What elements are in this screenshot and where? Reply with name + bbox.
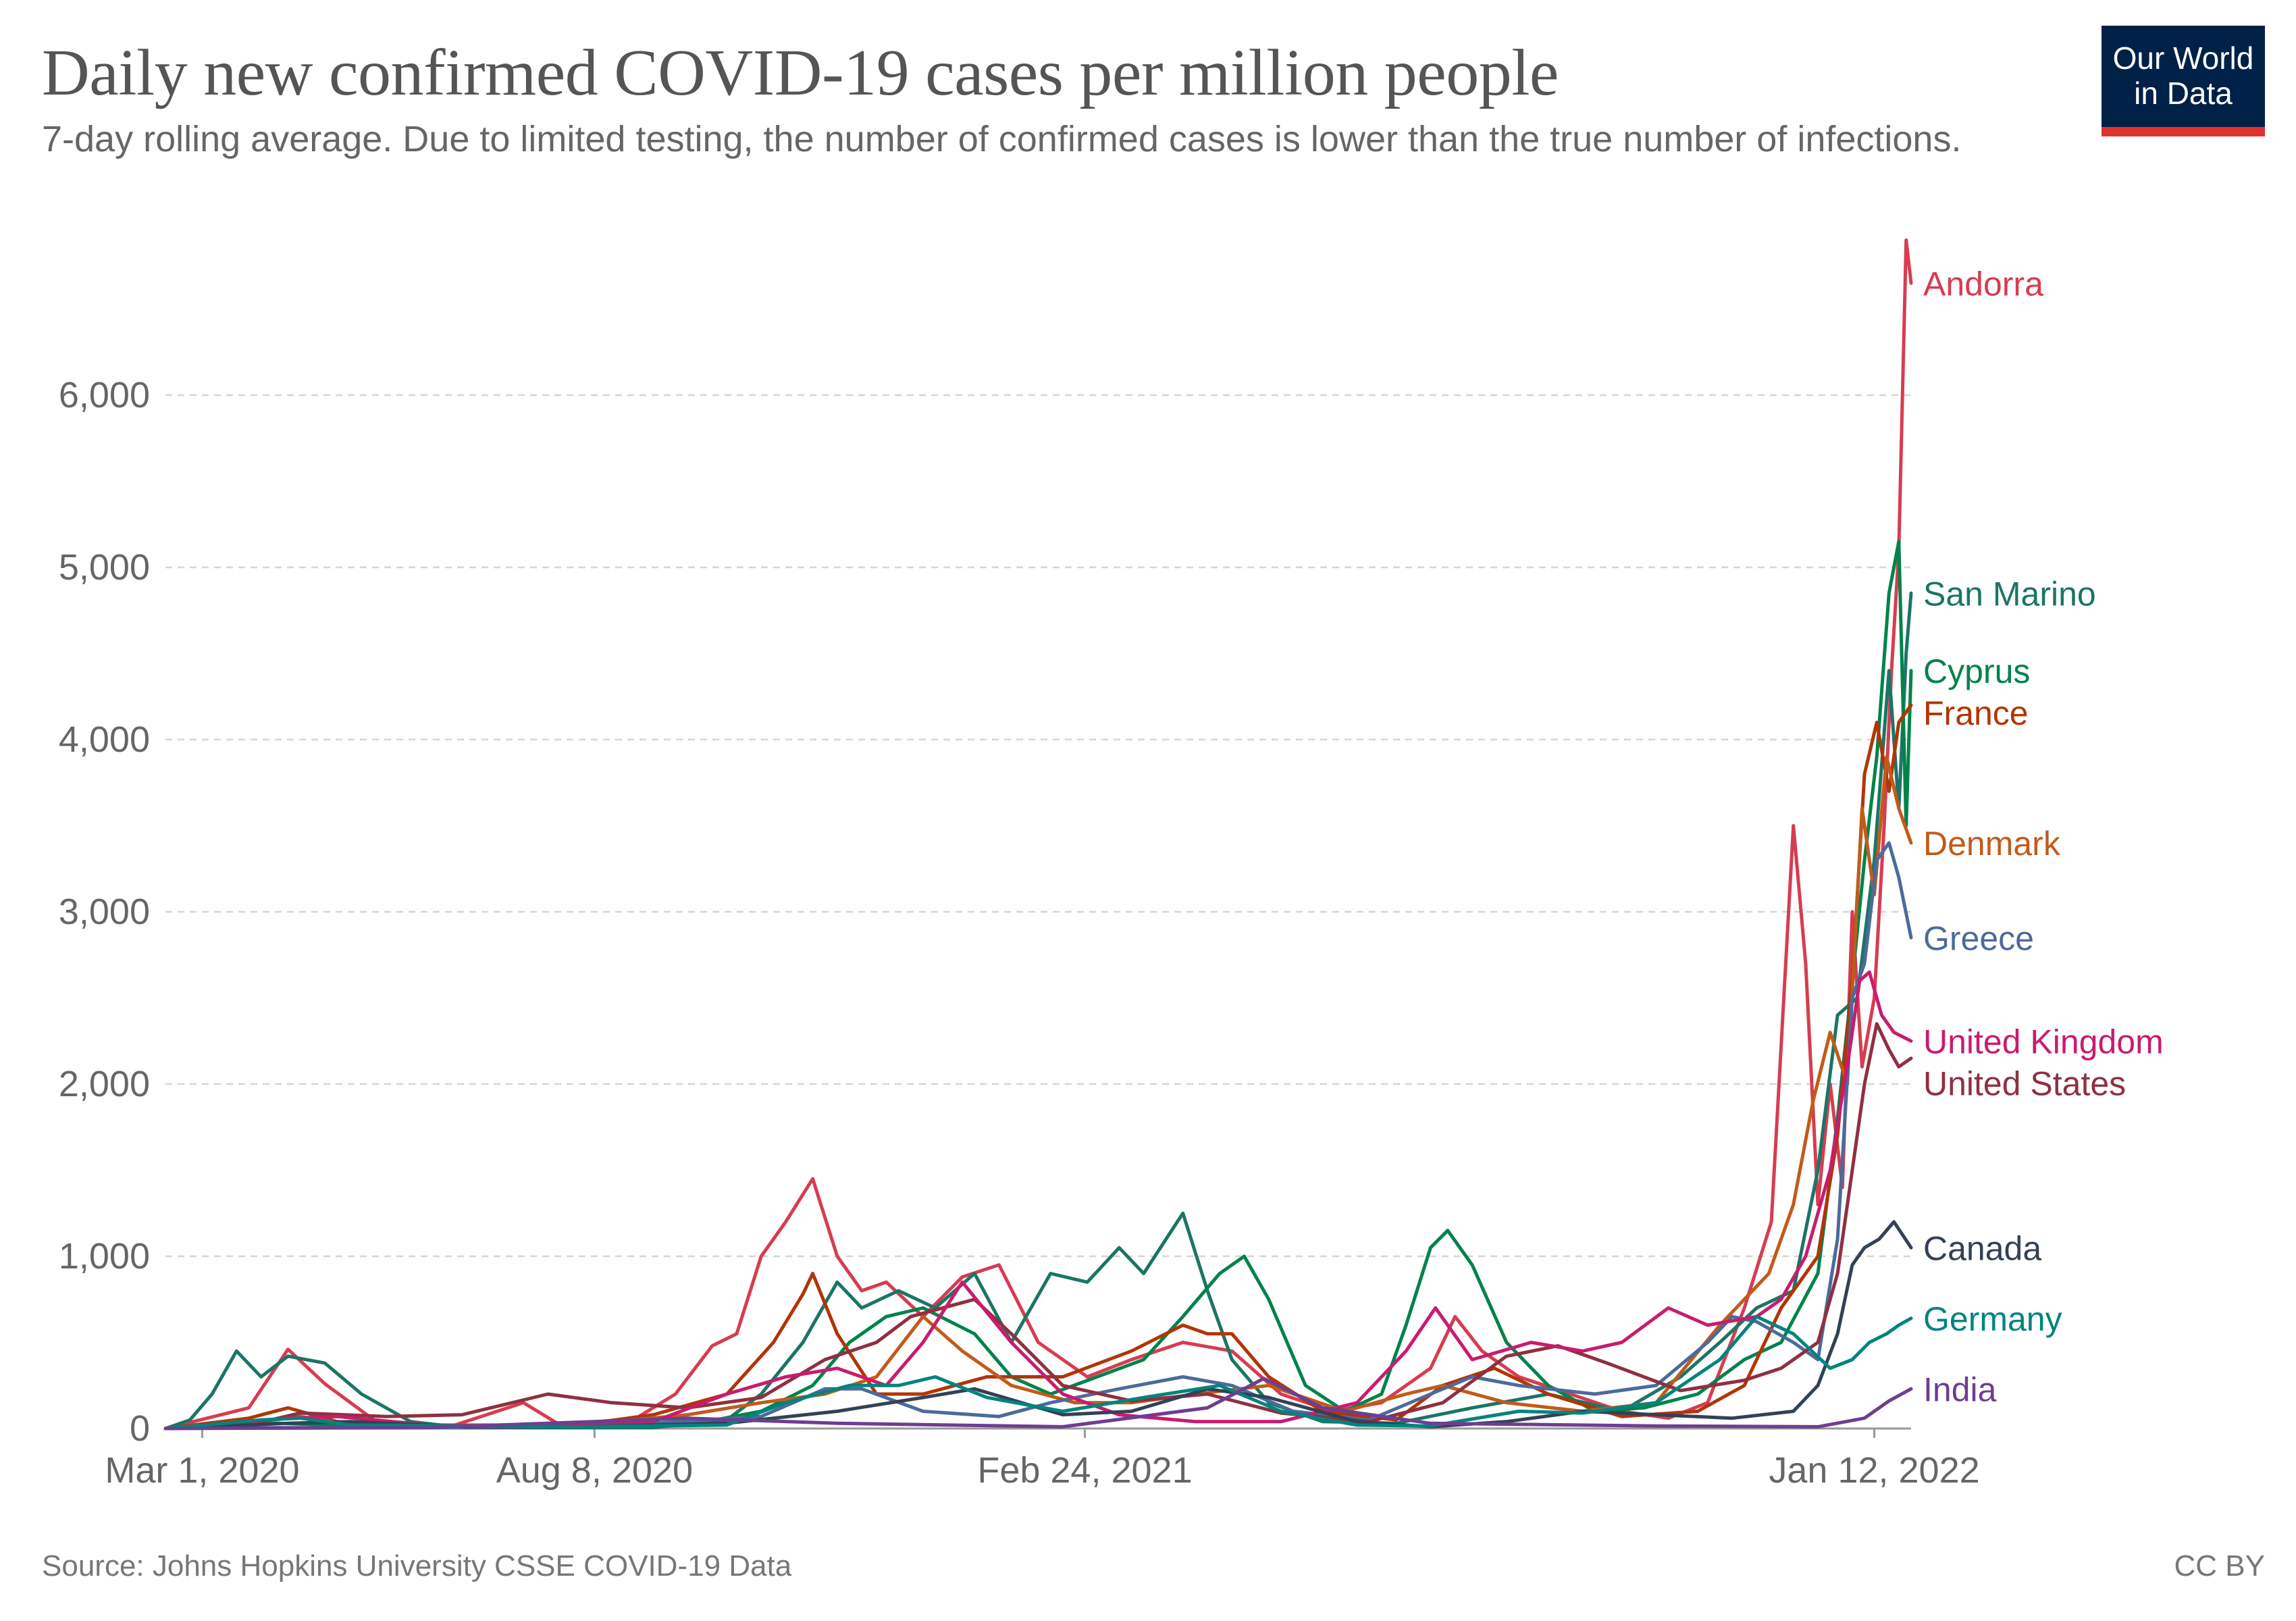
series-label-germany: Germany	[1923, 1300, 2062, 1338]
series-line-india	[163, 1376, 1913, 1431]
series-line-denmark	[163, 755, 1913, 1431]
series-label-france: France	[1923, 694, 2029, 732]
y-tick-label: 4,000	[59, 719, 150, 760]
y-tick-label: 1,000	[59, 1236, 150, 1277]
y-tick-label: 6,000	[59, 375, 150, 415]
grid-lines	[165, 394, 1911, 1258]
x-tick-label: Aug 8, 2020	[496, 1450, 693, 1491]
series-label-greece: Greece	[1923, 919, 2034, 957]
line-chart: 0 1,000 2,000 3,000 4,000 5,000 6,000 Mar 1, 20…	[59, 238, 2164, 1491]
series-lines	[163, 238, 1913, 1431]
series-label-andorra: Andorra	[1923, 265, 2043, 303]
axes: 0 1,000 2,000 3,000 4,000 5,000 6,000 Mar 1, 20…	[59, 375, 1980, 1491]
license-link[interactable]: CC BY	[2174, 1549, 2265, 1583]
logo-line-2: in Data	[2134, 76, 2233, 111]
series-label-cyprus: Cyprus	[1923, 652, 2030, 690]
series-label-india: India	[1923, 1370, 1997, 1408]
series-label-san-marino: San Marino	[1923, 575, 2096, 613]
series-label-canada: Canada	[1923, 1229, 2041, 1267]
y-tick-label: 0	[130, 1408, 150, 1449]
y-tick-label: 5,000	[59, 547, 150, 588]
series-line-germany	[163, 1314, 1913, 1431]
series-line-andorra	[163, 238, 1913, 1431]
chart-subtitle: 7-day rolling average. Due to limited te…	[42, 119, 1962, 159]
series-label-united-kingdom: United Kingdom	[1923, 1023, 2164, 1060]
x-tick-label: Jan 12, 2022	[1769, 1450, 1979, 1491]
series-line-united-kingdom	[163, 970, 1913, 1431]
y-tick-label: 3,000	[59, 892, 150, 932]
series-line-united-states	[163, 1022, 1913, 1431]
series-line-france	[163, 703, 1913, 1431]
chart-title: Daily new confirmed COVID-19 cases per m…	[42, 36, 1559, 109]
series-labels: Andorra San Marino Cyprus France Denmark Gree…	[1923, 265, 2164, 1408]
series-label-denmark: Denmark	[1923, 825, 2061, 863]
owid-logo[interactable]: Our World in Data	[2102, 26, 2265, 136]
logo-line-1: Our World	[2112, 41, 2254, 76]
x-tick-label: Feb 24, 2021	[977, 1450, 1192, 1491]
y-tick-label: 2,000	[59, 1064, 150, 1104]
x-tick-label: Mar 1, 2020	[105, 1450, 299, 1491]
series-line-canada	[163, 1220, 1913, 1431]
source-note: Source: Johns Hopkins University CSSE CO…	[42, 1549, 792, 1583]
series-line-san-marino	[163, 591, 1913, 1431]
series-label-united-states: United States	[1923, 1064, 2126, 1102]
